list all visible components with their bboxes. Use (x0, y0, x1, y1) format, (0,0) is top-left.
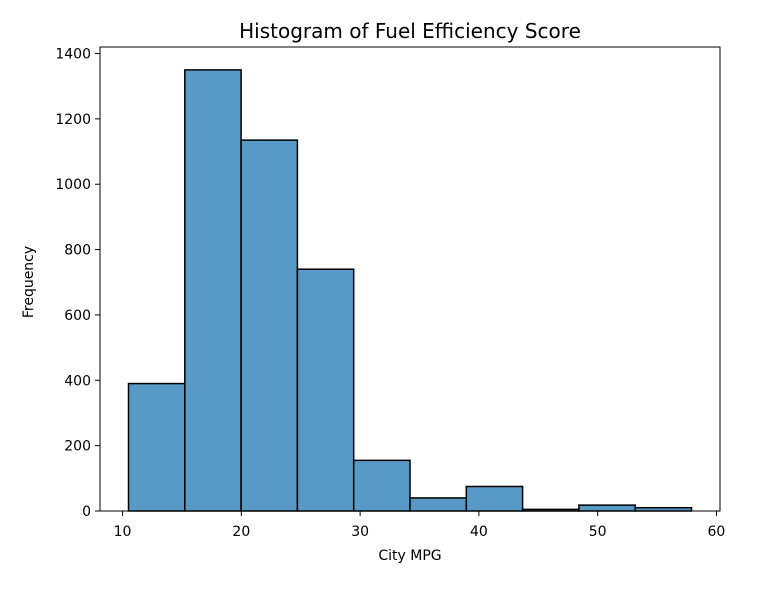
chart-title: Histogram of Fuel Efficiency Score (239, 19, 581, 43)
histogram-bar (409, 497, 468, 512)
histogram-bar (240, 139, 299, 512)
histogram-bar (465, 485, 524, 512)
histogram-bar (127, 382, 186, 512)
x-tick-label: 60 (708, 524, 726, 540)
y-tick-label: 600 (64, 308, 91, 324)
histogram-bar (352, 459, 411, 512)
x-tick-label: 40 (470, 524, 488, 540)
x-tick-label: 50 (589, 524, 607, 540)
x-tick-label: 30 (351, 524, 369, 540)
y-tick-label: 1400 (55, 47, 91, 63)
y-axis-label: Frequency (21, 246, 37, 318)
histogram-bar (184, 69, 242, 512)
y-tick-label: 200 (64, 439, 91, 455)
y-tick-label: 0 (82, 504, 91, 520)
y-tick-label: 800 (64, 243, 91, 259)
x-axis-ticks: 10 20 30 40 50 60 (114, 511, 726, 540)
x-tick-label: 10 (114, 524, 132, 540)
y-axis-ticks: 0 200 400 600 800 1000 1200 1400 (55, 47, 100, 520)
y-tick-label: 1200 (55, 112, 91, 128)
y-tick-label: 1000 (55, 177, 91, 193)
histogram-bar (578, 504, 636, 512)
bars-group (127, 69, 693, 512)
y-tick-label: 400 (64, 373, 91, 389)
x-tick-label: 20 (232, 524, 250, 540)
histogram-bar (296, 268, 355, 512)
x-axis-label: City MPG (378, 548, 441, 564)
axes-frame (99, 46, 721, 512)
